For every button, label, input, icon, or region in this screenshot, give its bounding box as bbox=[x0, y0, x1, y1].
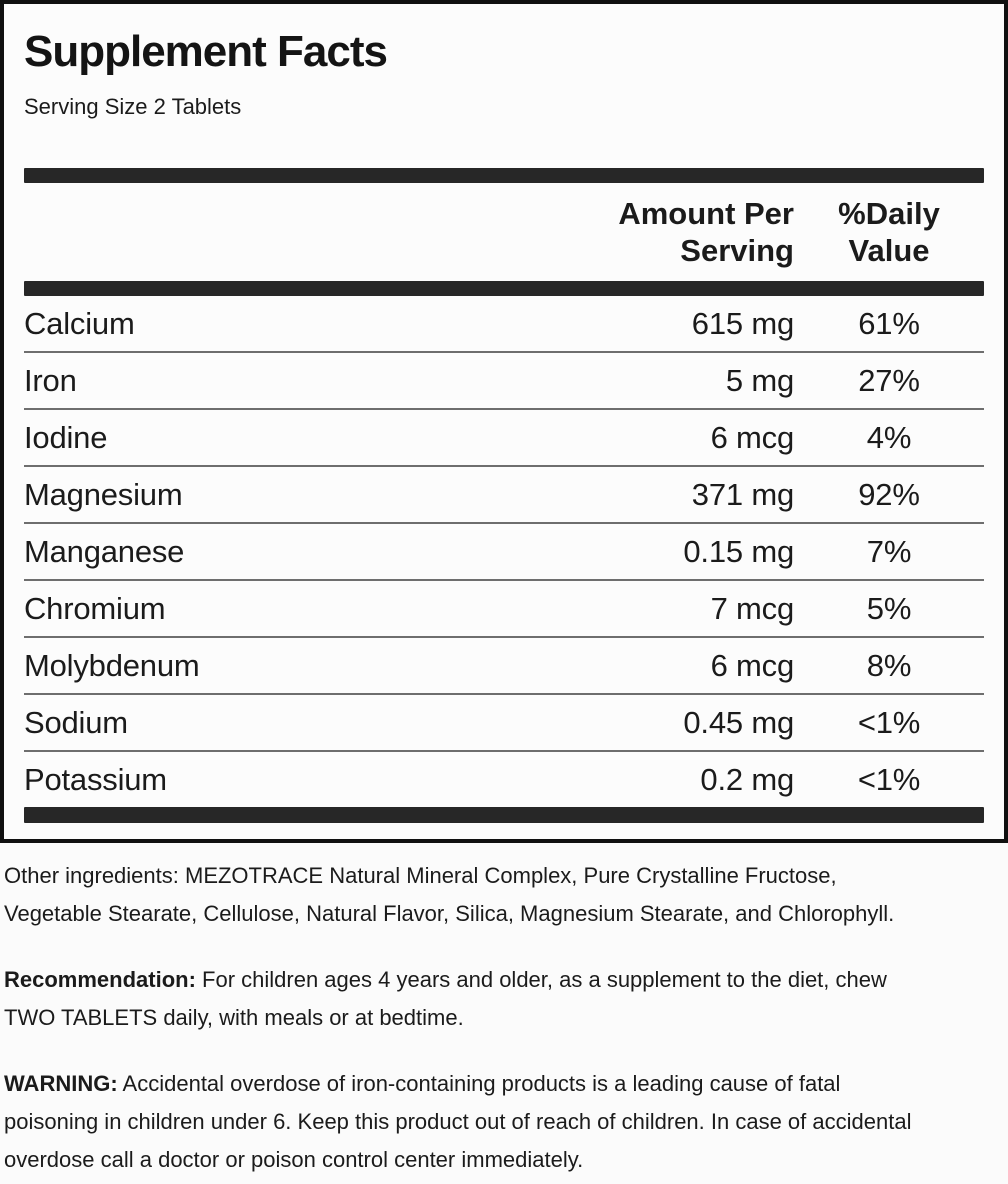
divider-bar-bottom bbox=[24, 807, 984, 823]
table-row: Calcium 615 mg 61% bbox=[24, 296, 984, 353]
nutrient-daily-value: 27% bbox=[858, 362, 920, 398]
table-row: Potassium 0.2 mg <1% bbox=[24, 752, 984, 807]
nutrient-amount: 6 mcg bbox=[710, 647, 795, 683]
nutrient-table: Calcium 615 mg 61% Iron 5 mg 27% Iodine … bbox=[24, 296, 984, 807]
nutrient-amount: 615 mg bbox=[691, 305, 794, 341]
nutrient-amount: 0.45 mg bbox=[683, 704, 794, 740]
nutrient-daily-value: <1% bbox=[857, 704, 921, 740]
recommendation-text: For children ages 4 years and older, as … bbox=[4, 967, 887, 1030]
page-title: Supplement Facts bbox=[24, 27, 388, 76]
table-row: Sodium 0.45 mg <1% bbox=[24, 695, 984, 752]
nutrient-name: Magnesium bbox=[24, 476, 183, 512]
nutrient-amount: 7 mcg bbox=[710, 590, 795, 626]
nutrient-daily-value: 7% bbox=[866, 533, 912, 569]
table-row: Iodine 6 mcg 4% bbox=[24, 410, 984, 467]
other-ingredients-label: Other ingredients: bbox=[4, 863, 179, 888]
supplement-facts-panel: Supplement Facts Serving Size 2 Tablets … bbox=[0, 0, 1008, 843]
nutrient-daily-value: 5% bbox=[866, 590, 912, 626]
amount-per-serving-header: Amount Per Serving bbox=[618, 196, 794, 268]
nutrient-name: Manganese bbox=[24, 533, 185, 569]
other-ingredients-text: MEZOTRACE Natural Mineral Complex, Pure … bbox=[4, 863, 895, 926]
nutrient-daily-value: 92% bbox=[858, 476, 920, 512]
nutrient-daily-value: <1% bbox=[857, 761, 921, 797]
table-row: Iron 5 mg 27% bbox=[24, 353, 984, 410]
warning-paragraph: WARNING: Accidental overdose of iron-con… bbox=[4, 1065, 988, 1179]
recommendation-paragraph: Recommendation: For children ages 4 year… bbox=[4, 961, 988, 1037]
table-row: Manganese 0.15 mg 7% bbox=[24, 524, 984, 581]
nutrient-amount: 6 mcg bbox=[710, 419, 795, 455]
table-row: Chromium 7 mcg 5% bbox=[24, 581, 984, 638]
nutrient-name: Iron bbox=[24, 362, 77, 398]
daily-value-header: %Daily Value bbox=[838, 196, 940, 268]
nutrient-amount: 0.2 mg bbox=[700, 761, 794, 797]
nutrient-amount: 371 mg bbox=[691, 476, 794, 512]
table-row: Magnesium 371 mg 92% bbox=[24, 467, 984, 524]
warning-text: Accidental overdose of iron-containing p… bbox=[4, 1071, 912, 1172]
divider-bar-header bbox=[24, 281, 984, 296]
nutrient-amount: 5 mg bbox=[725, 362, 794, 398]
warning-label: WARNING: bbox=[4, 1071, 118, 1096]
other-ingredients-paragraph: Other ingredients: MEZOTRACE Natural Min… bbox=[4, 857, 988, 933]
nutrient-name: Calcium bbox=[24, 305, 135, 341]
table-row: Molybdenum 6 mcg 8% bbox=[24, 638, 984, 695]
nutrient-name: Chromium bbox=[24, 590, 166, 626]
serving-size-text: Serving Size 2 Tablets bbox=[24, 94, 242, 119]
nutrient-name: Sodium bbox=[24, 704, 128, 740]
nutrient-name: Iodine bbox=[24, 419, 108, 455]
recommendation-label: Recommendation: bbox=[4, 967, 196, 992]
footnotes-section: Other ingredients: MEZOTRACE Natural Min… bbox=[4, 857, 988, 1179]
table-header-row: Amount Per Serving %Daily Value bbox=[24, 195, 984, 269]
nutrient-name: Molybdenum bbox=[24, 647, 200, 683]
nutrient-amount: 0.15 mg bbox=[683, 533, 794, 569]
nutrient-name: Potassium bbox=[24, 761, 167, 797]
nutrient-daily-value: 8% bbox=[866, 647, 912, 683]
divider-bar-top bbox=[24, 168, 984, 183]
nutrient-daily-value: 4% bbox=[866, 419, 912, 455]
nutrient-daily-value: 61% bbox=[858, 305, 920, 341]
